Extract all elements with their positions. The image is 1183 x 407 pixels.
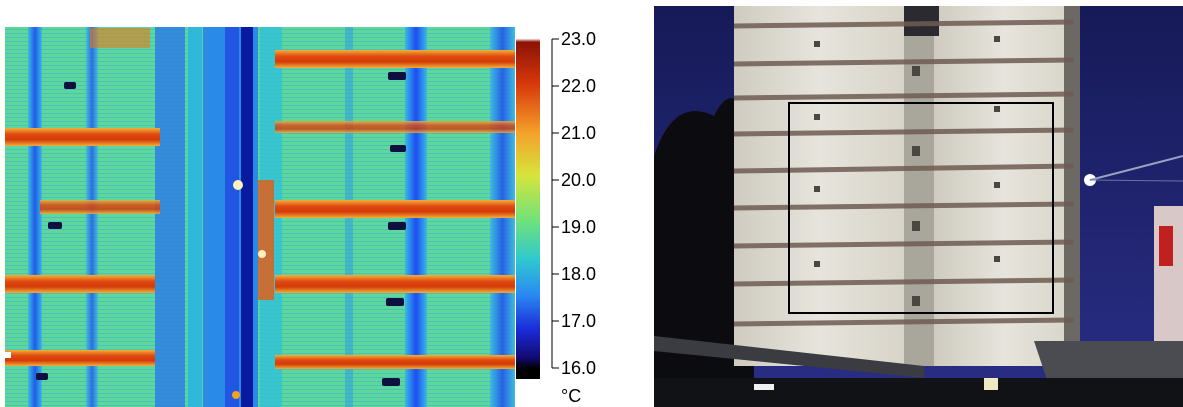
scale-label-23: 23.0 [561, 29, 596, 49]
inspection-area-frame [788, 102, 1054, 314]
scale-label-17: 17.0 [561, 311, 596, 331]
thermal-image [5, 27, 515, 407]
scale-label-19: 19.0 [561, 217, 596, 237]
scale-unit-label: °C [561, 386, 581, 406]
scale-ticks [551, 38, 559, 369]
thermal-panel: 23.0 22.0 21.0 20.0 19.0 18.0 17.0 16.0 … [5, 27, 596, 407]
scale-label-16: 16.0 [561, 358, 596, 378]
scale-label-22: 22.0 [561, 76, 596, 96]
photo-panel [654, 6, 1183, 407]
scale-label-18: 18.0 [561, 264, 596, 284]
building-photo [654, 6, 1183, 407]
scale-label-20: 20.0 [561, 170, 596, 190]
color-scale-bar [516, 28, 540, 379]
scale-label-21: 21.0 [561, 123, 596, 143]
